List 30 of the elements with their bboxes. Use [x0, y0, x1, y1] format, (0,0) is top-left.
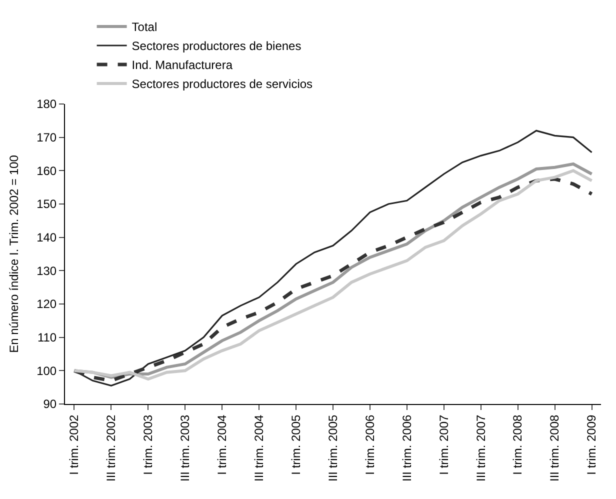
x-tick-label: III trim. 2006 [400, 414, 414, 482]
y-tick-label: 120 [36, 297, 57, 312]
y-tick-label: 170 [36, 130, 57, 145]
x-tick-label: III trim. 2005 [326, 414, 340, 482]
x-tick-label: III trim. 2002 [104, 414, 118, 482]
y-tick-label: 110 [37, 330, 57, 345]
x-tick-label: I trim. 2002 [67, 414, 82, 475]
x-tick-label: III trim. 2007 [474, 414, 488, 482]
legend-label: Total [132, 20, 158, 34]
y-tick-label: 160 [36, 164, 57, 178]
y-tick-label: 140 [36, 230, 57, 245]
x-tick-label: I trim. 2003 [141, 414, 156, 475]
legend-label: Sectores productores de servicios [132, 77, 313, 92]
x-tick-label: I trim. 2007 [436, 414, 451, 475]
x-tick-label: III trim. 2003 [178, 414, 192, 482]
x-tick-label: III trim. 2008 [548, 414, 562, 482]
x-tick-label: I trim. 2004 [215, 414, 229, 475]
x-tick-label: I trim. 2008 [510, 414, 525, 475]
y-tick-label: 180 [36, 97, 57, 112]
y-tick-label: 90 [43, 397, 57, 412]
x-tick-label: I trim. 2009 [584, 414, 599, 475]
y-axis-title: En número índice I. Trim. 2002 = 100 [6, 154, 21, 353]
legend-label: Ind. Manufacturera [132, 58, 233, 72]
x-tick-label: I trim. 2006 [362, 414, 377, 475]
y-tick-label: 150 [36, 197, 57, 212]
y-tick-label: 130 [36, 264, 57, 278]
legend-label: Sectores productores de bienes [132, 39, 302, 54]
y-tick-label: 100 [36, 364, 57, 378]
x-tick-label: I trim. 2005 [288, 414, 303, 475]
x-tick-label: III trim. 2004 [252, 414, 266, 482]
